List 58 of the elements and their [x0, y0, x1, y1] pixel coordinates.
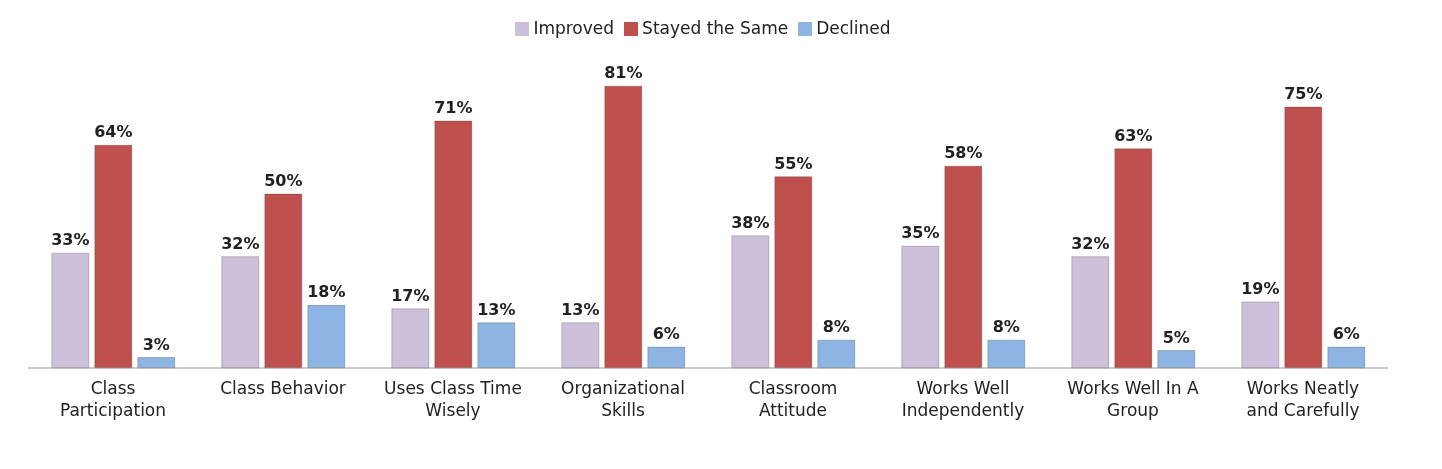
data-label: 38%: [731, 212, 770, 232]
data-label: 35%: [901, 223, 940, 243]
data-label: 8%: [822, 317, 850, 337]
data-label: 64%: [94, 122, 133, 142]
data-label: 71%: [434, 97, 473, 117]
data-label: 18%: [307, 282, 346, 302]
x-tick-label: Works Neatly and Carefully: [1246, 378, 1360, 420]
data-label: 63%: [1114, 125, 1153, 145]
x-tick-label: Organizational Skills: [561, 378, 685, 420]
bar: [561, 322, 600, 369]
bar: [1157, 350, 1196, 369]
data-label: 55%: [774, 153, 813, 173]
bar: [731, 235, 770, 369]
data-label: 6%: [652, 324, 680, 344]
data-label: 32%: [221, 233, 260, 253]
bar: [1241, 301, 1280, 369]
data-label: 3%: [142, 334, 170, 354]
data-label: 19%: [1241, 278, 1280, 298]
x-tick-label: Uses Class Time Wisely: [384, 378, 522, 420]
data-label: 58%: [944, 143, 983, 163]
bar: [307, 304, 346, 369]
bar: [94, 144, 133, 369]
bar: [434, 120, 473, 369]
data-label: 32%: [1071, 233, 1110, 253]
data-label: 5%: [1162, 327, 1190, 347]
bar: [264, 193, 303, 369]
bar: [477, 322, 516, 369]
bar: [944, 165, 983, 369]
bar: [1284, 106, 1323, 369]
bar: [774, 176, 813, 369]
data-label: 17%: [391, 285, 430, 305]
data-label: 81%: [604, 63, 643, 83]
x-tick-label: Classroom Attitude: [748, 378, 838, 420]
legend-label: Improved: [533, 18, 615, 38]
bar: [51, 252, 90, 369]
bar: [391, 308, 430, 369]
x-tick-label: Works Well In A Group: [1067, 378, 1199, 420]
data-label: 13%: [561, 299, 600, 319]
x-tick-label: Class Behavior: [220, 378, 346, 398]
data-label: 33%: [51, 230, 90, 250]
bar: [604, 85, 643, 369]
data-label: 8%: [992, 317, 1020, 337]
bar: [817, 339, 856, 369]
legend-label: Stayed the Same: [642, 18, 789, 38]
bar: [1114, 148, 1153, 369]
bar: [1071, 256, 1110, 369]
bar: [647, 346, 686, 369]
data-label: 75%: [1284, 84, 1323, 104]
legend-label: Declined: [816, 18, 891, 38]
bar: [987, 339, 1026, 369]
bar: [901, 245, 940, 369]
bar: [1327, 346, 1366, 369]
bar: [221, 256, 260, 369]
data-label: 13%: [477, 299, 516, 319]
data-label: 6%: [1332, 324, 1360, 344]
x-tick-label: Class Participation: [59, 378, 167, 420]
x-tick-label: Works Well Independently: [901, 378, 1025, 420]
data-label: 50%: [264, 171, 303, 191]
